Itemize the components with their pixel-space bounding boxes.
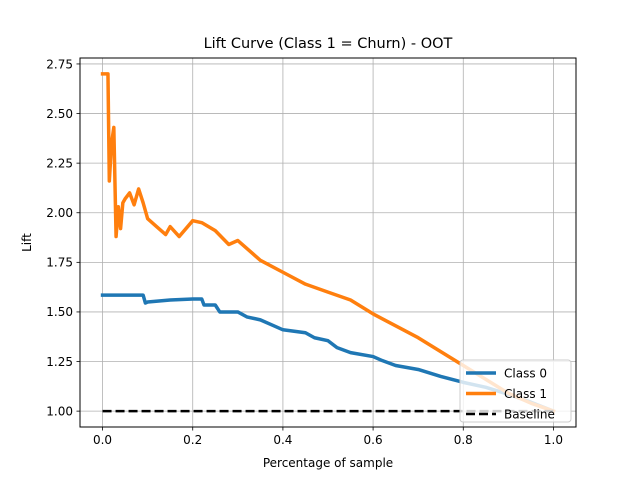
legend-label: Class 1 <box>504 387 547 401</box>
grid <box>80 58 576 427</box>
y-tick-label: 1.00 <box>46 404 73 418</box>
y-tick-label: 2.00 <box>46 206 73 220</box>
y-tick-label: 2.50 <box>46 107 73 121</box>
series-line-class-0 <box>100 293 556 414</box>
x-tick-label: 0.8 <box>454 433 473 447</box>
series-line-class-1 <box>100 72 556 414</box>
series-layer <box>100 72 556 414</box>
y-tick-label: 1.25 <box>46 355 73 369</box>
x-axis-label: Percentage of sample <box>263 456 393 470</box>
legend-box <box>459 359 572 423</box>
x-tick-label: 0.4 <box>273 433 292 447</box>
y-tick-label: 2.25 <box>46 156 73 170</box>
legend-label: Class 0 <box>504 367 547 381</box>
legend-label: Baseline <box>504 408 555 422</box>
plot-frame <box>79 57 577 428</box>
y-axis-label: Lift <box>20 233 34 252</box>
y-tick-label: 1.75 <box>46 256 73 270</box>
ticks: 0.0 0.2 0.4 0.6 0.8 1.0 1.00 1.25 1.50 1.75 2.00 2.… <box>46 57 563 447</box>
x-tick-label: 1.0 <box>544 433 563 447</box>
chart-title: Lift Curve (Class 1 = Churn) - OOT <box>204 36 453 52</box>
y-tick-label: 1.50 <box>46 305 73 319</box>
y-tick-label: 2.75 <box>46 57 73 71</box>
legend: Class 0 Class 1 Baseline <box>459 359 572 423</box>
x-tick-label: 0.2 <box>183 433 202 447</box>
x-tick-label: 0.0 <box>93 433 112 447</box>
x-tick-label: 0.6 <box>364 433 383 447</box>
